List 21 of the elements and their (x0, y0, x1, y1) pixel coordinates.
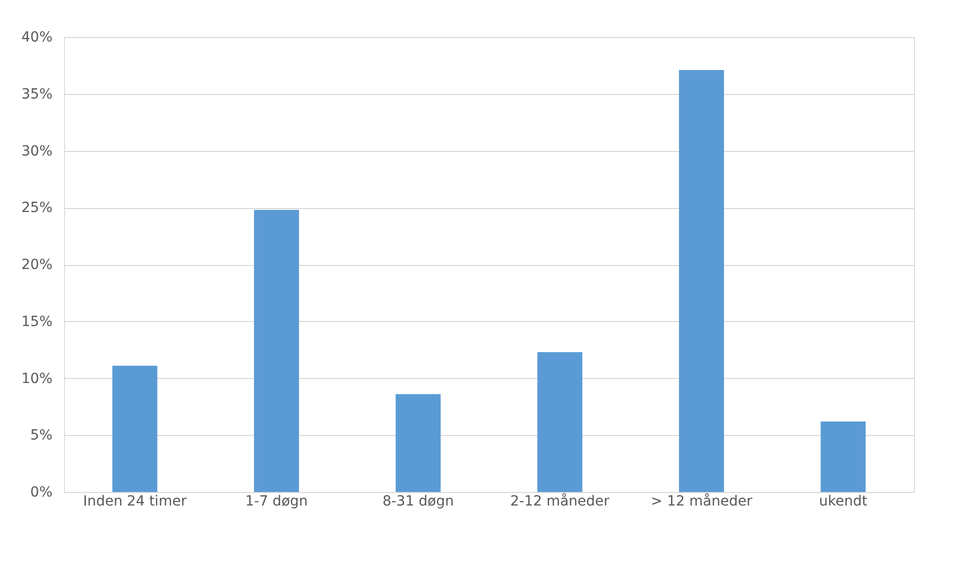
bar (396, 394, 441, 492)
y-tick-label: 0% (30, 484, 52, 500)
x-tick-label: 8-31 døgn (382, 494, 454, 510)
y-tick-label: 20% (21, 257, 52, 273)
y-tick-label: 10% (21, 370, 52, 387)
bar (820, 421, 866, 492)
y-tick-label: 35% (21, 86, 52, 102)
x-tick-label: Inden 24 timer (83, 494, 187, 510)
bar (679, 70, 724, 492)
bar (254, 210, 299, 492)
x-tick-label: > 12 måneder (650, 492, 752, 510)
y-tick-label: 5% (30, 428, 52, 444)
y-tick-label: 15% (21, 314, 52, 330)
x-tick-label: 1-7 døgn (245, 494, 308, 510)
bar (112, 366, 158, 492)
bar (537, 352, 582, 492)
x-tick-label: ukendt (818, 494, 868, 510)
x-tick-label: 2-12 måneder (510, 492, 610, 510)
y-tick-label: 25% (21, 200, 52, 216)
y-tick-label: 40% (21, 30, 52, 46)
y-tick-label: 30% (21, 143, 52, 160)
